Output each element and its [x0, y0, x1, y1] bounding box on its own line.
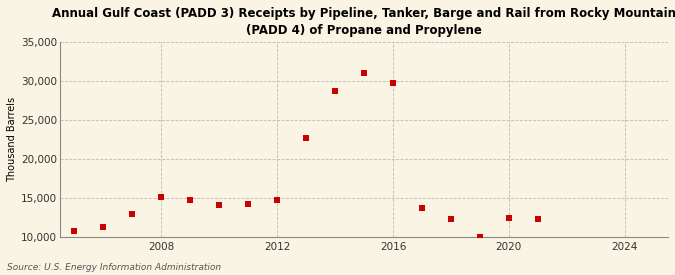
- Title: Annual Gulf Coast (PADD 3) Receipts by Pipeline, Tanker, Barge and Rail from Roc: Annual Gulf Coast (PADD 3) Receipts by P…: [52, 7, 675, 37]
- Text: Source: U.S. Energy Information Administration: Source: U.S. Energy Information Administ…: [7, 263, 221, 272]
- Point: [387, 81, 398, 85]
- Point: [329, 89, 340, 93]
- Point: [69, 229, 80, 233]
- Point: [243, 202, 254, 206]
- Point: [504, 216, 514, 220]
- Point: [98, 225, 109, 229]
- Point: [446, 216, 456, 221]
- Point: [214, 202, 225, 207]
- Y-axis label: Thousand Barrels: Thousand Barrels: [7, 97, 17, 182]
- Point: [533, 216, 543, 221]
- Point: [272, 198, 283, 202]
- Point: [127, 212, 138, 216]
- Point: [358, 70, 369, 75]
- Point: [301, 136, 312, 141]
- Point: [185, 198, 196, 202]
- Point: [156, 195, 167, 199]
- Point: [475, 234, 485, 239]
- Point: [416, 205, 427, 210]
